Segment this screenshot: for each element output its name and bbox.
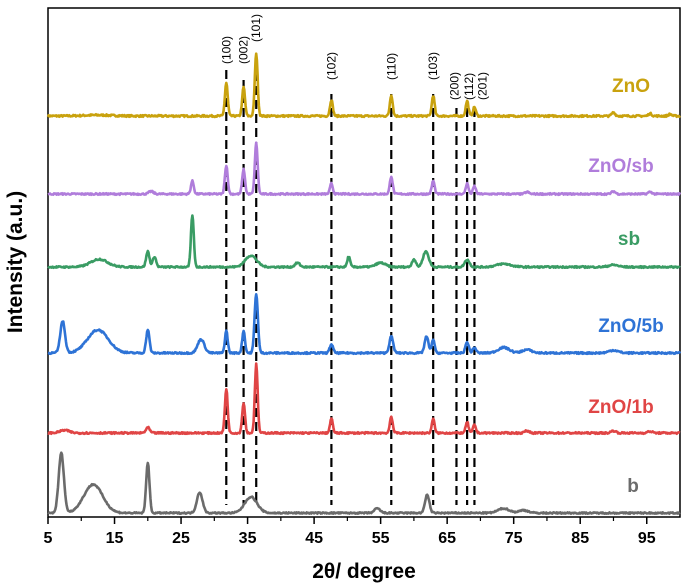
series-curves [46, 52, 682, 515]
series-label: sb [618, 229, 640, 250]
x-tick-label: 5 [44, 530, 53, 547]
x-tick-label: 95 [638, 530, 656, 547]
peak-label: (101) [249, 14, 263, 42]
series-labels: ZnO ZnO/sb sb ZnO/5b ZnO/1b b [588, 76, 663, 497]
series-line-zno [46, 52, 681, 119]
x-axis-title: 2θ/ degree [312, 560, 416, 583]
y-axis-title: Intensity (a.u.) [4, 191, 27, 333]
x-tick-label: 65 [438, 530, 456, 547]
series-label: ZnO/1b [588, 397, 653, 418]
peak-label: (112) [462, 73, 476, 100]
series-line-zno-1b [47, 362, 681, 436]
x-tick-label: 75 [505, 530, 523, 547]
peak-label: (201) [475, 72, 489, 100]
peak-label: (100) [219, 36, 233, 64]
series-label: ZnO/sb [588, 156, 653, 177]
x-tick-label: 45 [305, 530, 323, 547]
series-line-zno-sb [47, 141, 682, 197]
plot-frame [47, 7, 681, 518]
peak-label: (002) [237, 36, 251, 64]
series-line-b [47, 451, 681, 515]
x-tick-label: 85 [571, 530, 589, 547]
peak-labels: (100) (002)(101) (102) (110) (103) (200) (112)… [219, 14, 489, 100]
x-tick-label: 55 [372, 530, 390, 547]
series-line-zno-5b [47, 293, 682, 356]
x-tick-label: 35 [239, 530, 257, 547]
series-label: ZnO [612, 76, 650, 97]
peak-label: (102) [324, 52, 338, 80]
series-label: ZnO/5b [598, 316, 663, 337]
series-line-sb [47, 214, 681, 270]
peak-label: (110) [384, 53, 398, 80]
x-tick-label: 25 [172, 530, 190, 547]
x-tick-label: 15 [106, 530, 124, 547]
x-axis-ticks: 5 15 25 35 45 55 65 75 85 95 [44, 517, 656, 547]
peak-reference-lines [225, 58, 476, 505]
peak-label: (103) [426, 52, 440, 80]
series-label: b [627, 476, 639, 497]
peak-label: (200) [447, 72, 461, 100]
